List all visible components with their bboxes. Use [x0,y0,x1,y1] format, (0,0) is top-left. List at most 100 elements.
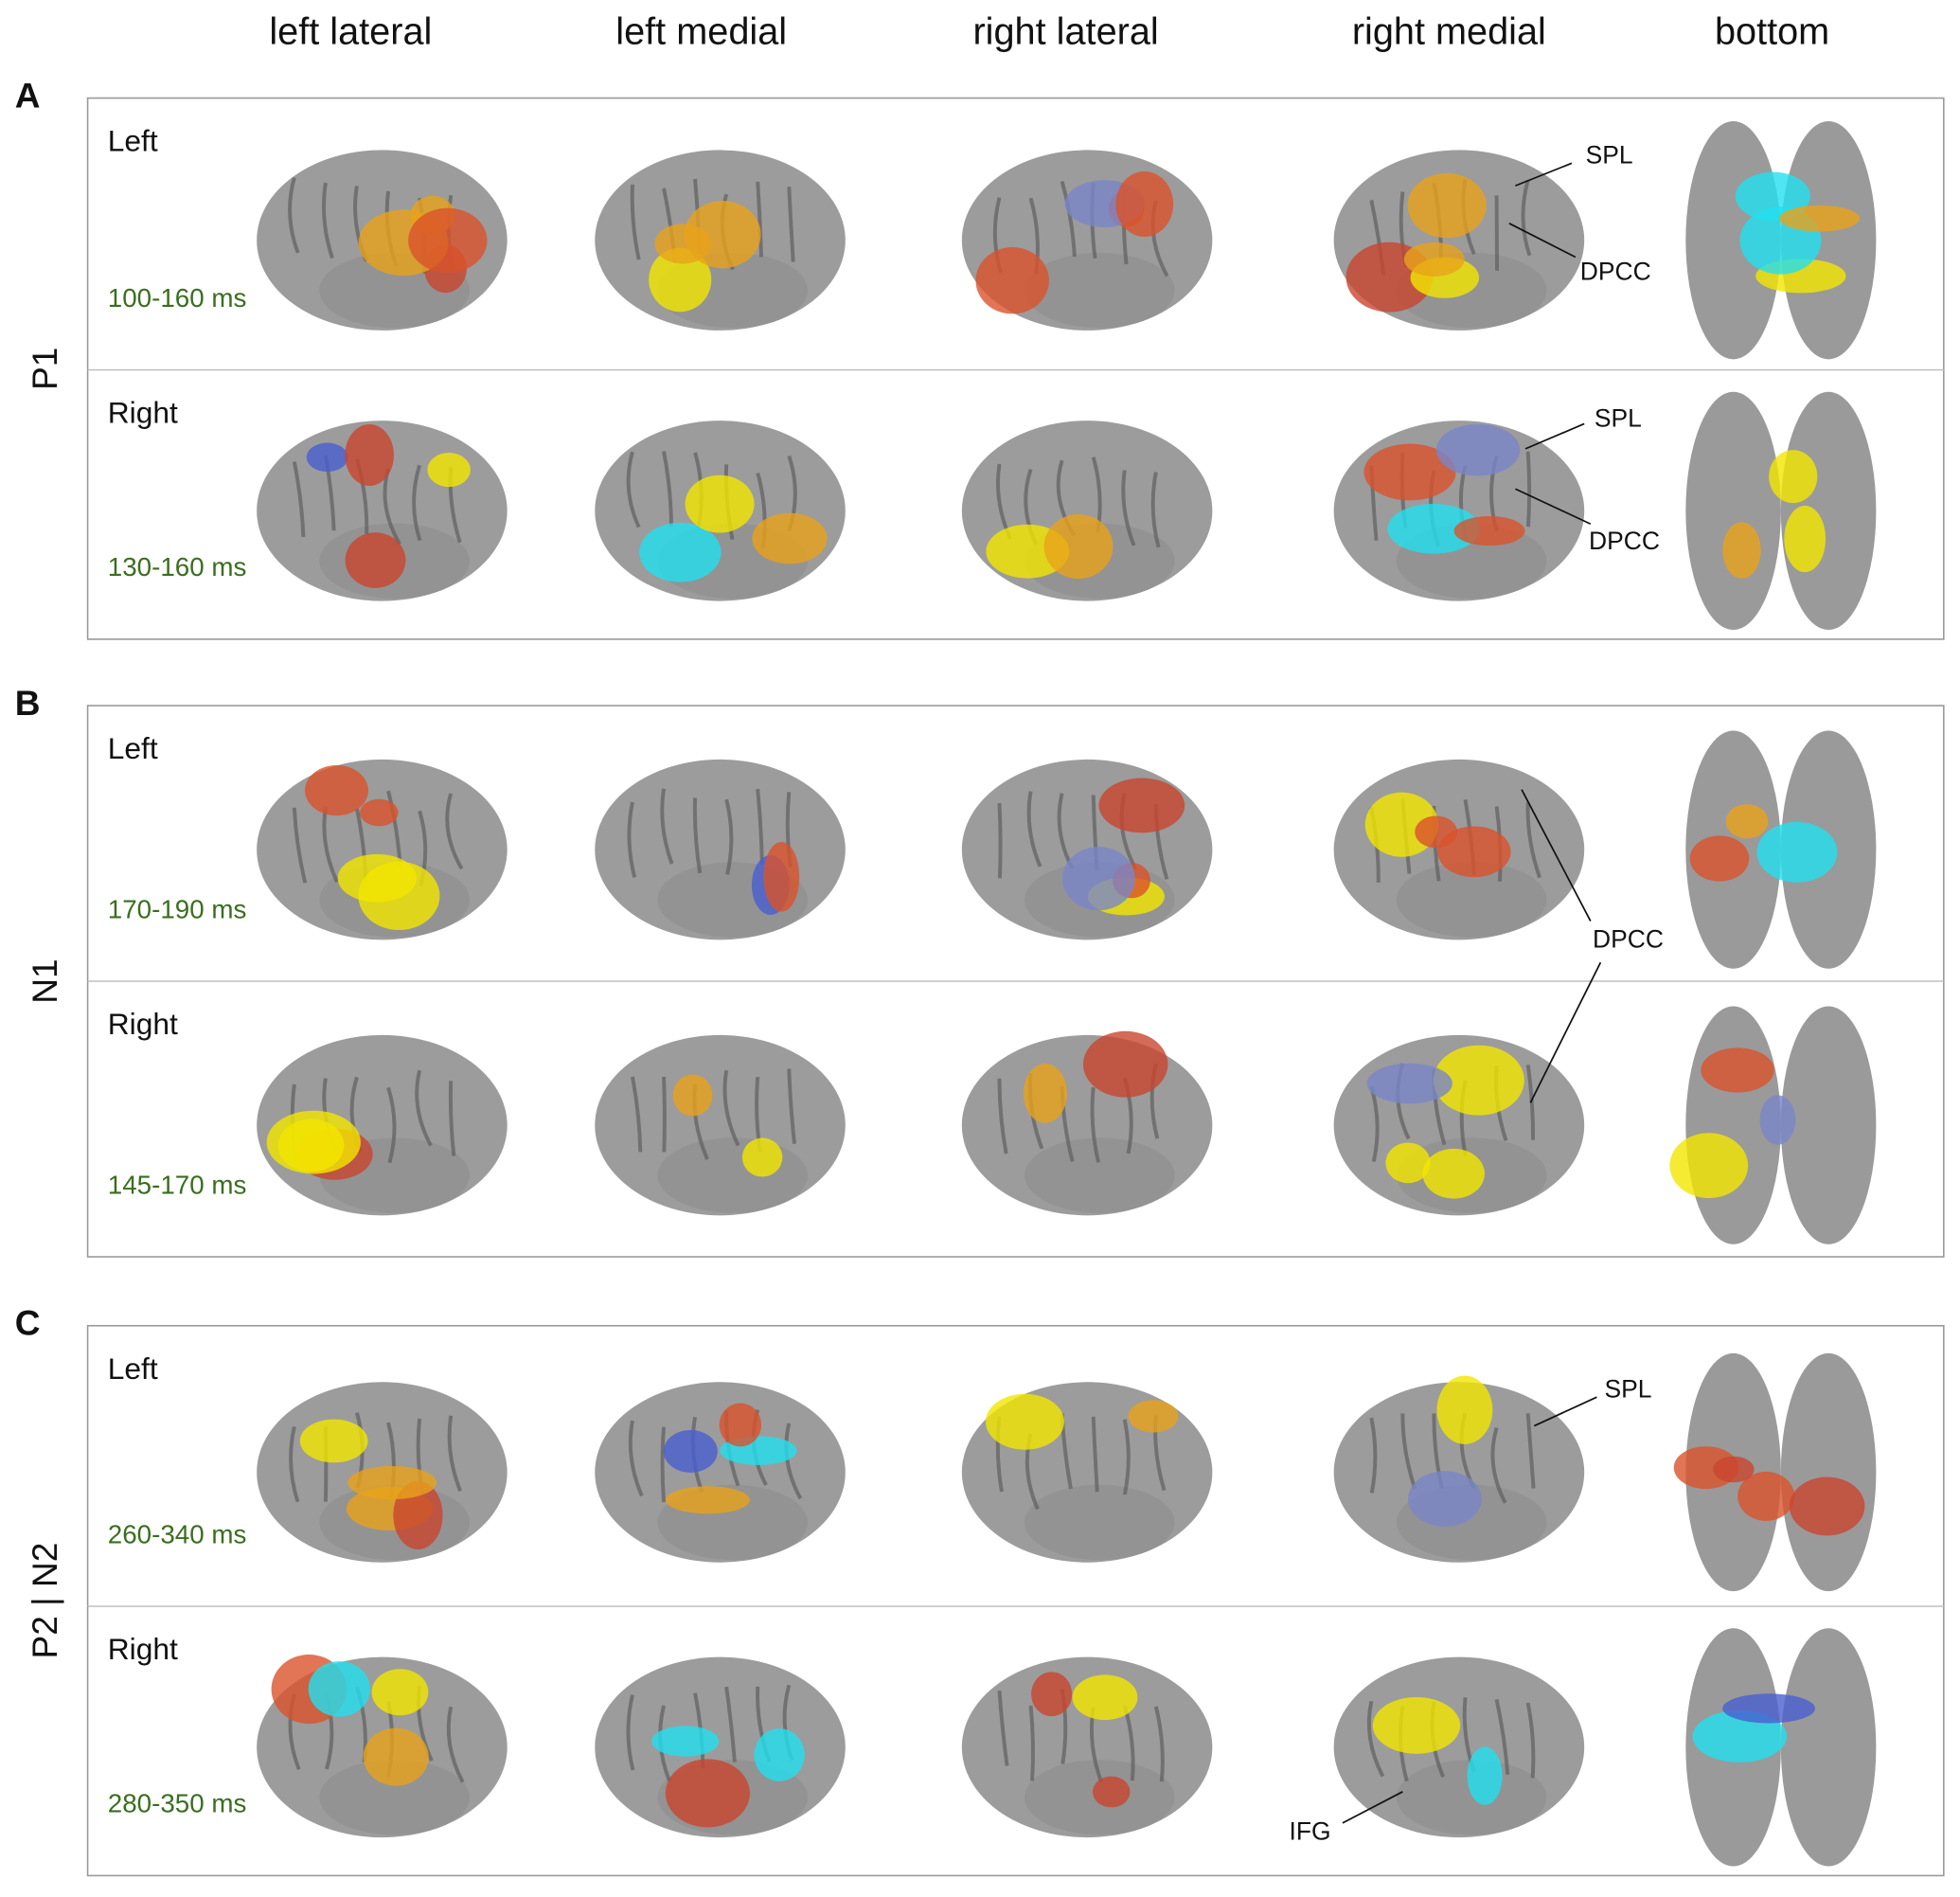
region-annotation: SPL [1595,403,1642,432]
brain-image [1669,1006,1876,1244]
column-header: right medial [1352,11,1546,53]
brain-image [595,1382,846,1562]
sulcus [1528,452,1529,527]
hemisphere [1781,1628,1877,1866]
time-window: 145-170 ms [108,1170,247,1199]
hemisphere-label: Right [108,396,178,430]
activation-blob [742,1138,782,1177]
activation-blob [345,424,394,486]
hemisphere-label: Left [108,124,158,158]
component-label: P1 [25,348,64,390]
temporal-lobe [657,1137,808,1212]
activation-blob [666,1486,750,1513]
activation-blob [1454,516,1525,546]
activation-blob [309,1661,370,1717]
activation-blob [651,1726,719,1756]
brain-image [962,1382,1213,1562]
region-annotation: DPCC [1589,527,1660,555]
brain-image [1334,1035,1585,1215]
activation-blob [1415,816,1457,849]
brain-image [1685,730,1876,968]
activation-blob [1408,1471,1482,1527]
activation-blob [1756,822,1837,883]
annotation-line [1525,423,1584,448]
brain-image [257,760,508,940]
activation-blob [1044,514,1114,579]
temporal-lobe [1025,1137,1175,1212]
activation-blob [1722,1693,1815,1723]
activation-blob [1024,1064,1067,1123]
time-window: 260-340 ms [108,1519,247,1548]
activation-blob [1784,506,1826,572]
brain-image [595,421,846,600]
component-label: N1 [25,958,64,1003]
region-annotation: SPL [1586,141,1633,170]
activation-blob [1790,1477,1865,1536]
activation-blob [1760,1095,1796,1144]
activation-blob [1093,1777,1130,1808]
column-header: right lateral [972,11,1158,53]
activation-blob [1062,847,1135,910]
hemisphere [1781,1006,1877,1244]
activation-blob [1722,522,1760,578]
brain-image [962,421,1213,600]
activation-blob [1468,1746,1503,1804]
activation-blob [1129,1400,1179,1432]
activation-blob [358,862,439,930]
brain-image [257,1382,508,1562]
activation-blob [763,842,799,912]
brain-image [257,1655,508,1837]
activation-blob [360,799,399,827]
component-label: P2 | N2 [25,1543,64,1659]
brain-image [1685,121,1876,359]
activation-blob [673,1075,713,1117]
activation-blob [1701,1047,1773,1092]
activation-blob [427,453,471,487]
activation-blob [755,1728,805,1781]
brain-image [962,150,1213,330]
brain-image [1685,392,1876,630]
temporal-lobe [1025,1485,1175,1560]
sulcus [1031,1706,1033,1781]
brain-image [1674,1353,1877,1591]
activation-blob [1031,1672,1072,1716]
activation-blob [986,1394,1064,1450]
panel-letter: A [15,75,41,115]
activation-blob [1690,835,1750,881]
brain-image [257,1035,508,1215]
region-annotation: IFG [1289,1816,1330,1845]
activation-blob [1404,242,1465,277]
brain-image [1334,150,1585,330]
region-annotation: SPL [1604,1375,1651,1404]
brain-image [257,150,508,330]
activation-blob [1726,804,1769,838]
brain-image [1334,1376,1585,1563]
activation-blob [1779,206,1860,232]
brain-image [257,421,508,600]
time-window: 130-160 ms [108,552,247,582]
activation-blob [347,1466,437,1499]
activation-blob [300,1420,368,1463]
brain-image [1334,760,1585,940]
activation-blob [686,475,755,533]
activation-blob [1422,1149,1484,1199]
activation-blob [1436,424,1521,476]
time-window: 280-350 ms [108,1789,247,1818]
activation-blob [1408,173,1487,238]
activation-blob [307,443,348,472]
hemisphere [1685,392,1781,630]
activation-blob [1083,1031,1167,1098]
hemisphere [1781,1353,1877,1591]
panel-letter: C [15,1303,41,1343]
activation-blob [1099,778,1185,833]
brain-image [595,1035,846,1215]
brain-image [962,760,1213,940]
activation-blob [666,1759,750,1827]
activation-blob [639,523,721,582]
hemisphere-label: Right [108,1007,178,1041]
column-header: left medial [615,11,787,53]
hemisphere-label: Left [108,1351,158,1386]
activation-blob [364,1728,429,1786]
column-header: bottom [1715,11,1829,53]
activation-blob [654,224,710,263]
